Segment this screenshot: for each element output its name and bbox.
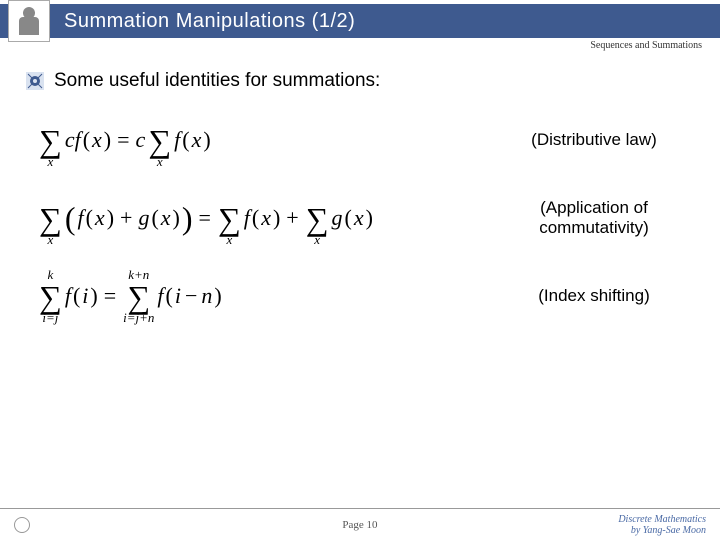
- slide-content: Some useful identities for summations: ∑…: [0, 48, 720, 324]
- slide-title: Summation Manipulations (1/2): [64, 10, 355, 33]
- equation-row-distributive: ∑x cf(x) = c ∑x f(x) (Distributive law): [38, 112, 694, 168]
- equation-row-index-shift: k∑i=j f(i) = k+n∑i=j+n f(i−n) (Index shi…: [38, 268, 694, 324]
- lead-bullet: Some useful identities for summations:: [26, 70, 694, 92]
- presenter-icon: [8, 0, 50, 42]
- slide-footer: Page 10 Discrete Mathematics by Yang-Sae…: [0, 508, 720, 540]
- slide-header: Summation Manipulations (1/2) Sequences …: [0, 0, 720, 48]
- label-commutativity: (Application of commutativity): [504, 198, 684, 238]
- bullet-icon: [26, 72, 44, 90]
- label-index-shift: (Index shifting): [504, 286, 684, 306]
- formula-commutativity: ∑x ( f(x) + g(x) ) = ∑x f(x) + ∑x g(x): [38, 190, 373, 246]
- university-seal-icon: [14, 517, 30, 533]
- formula-index-shift: k∑i=j f(i) = k+n∑i=j+n f(i−n): [38, 268, 222, 324]
- course-name: Discrete Mathematics: [618, 514, 706, 525]
- lead-text: Some useful identities for summations:: [54, 70, 380, 92]
- footer-logo: [14, 517, 114, 533]
- formula-distributive: ∑x cf(x) = c ∑x f(x): [38, 112, 211, 168]
- equation-row-commutativity: ∑x ( f(x) + g(x) ) = ∑x f(x) + ∑x g(x) (…: [38, 190, 694, 246]
- title-bar: Summation Manipulations (1/2): [0, 4, 720, 38]
- label-distributive: (Distributive law): [504, 130, 684, 150]
- page-number: Page 10: [342, 519, 377, 531]
- author-name: by Yang-Sae Moon: [618, 525, 706, 536]
- slide-subtitle: Sequences and Summations: [590, 40, 702, 51]
- footer-attribution: Discrete Mathematics by Yang-Sae Moon: [618, 514, 706, 536]
